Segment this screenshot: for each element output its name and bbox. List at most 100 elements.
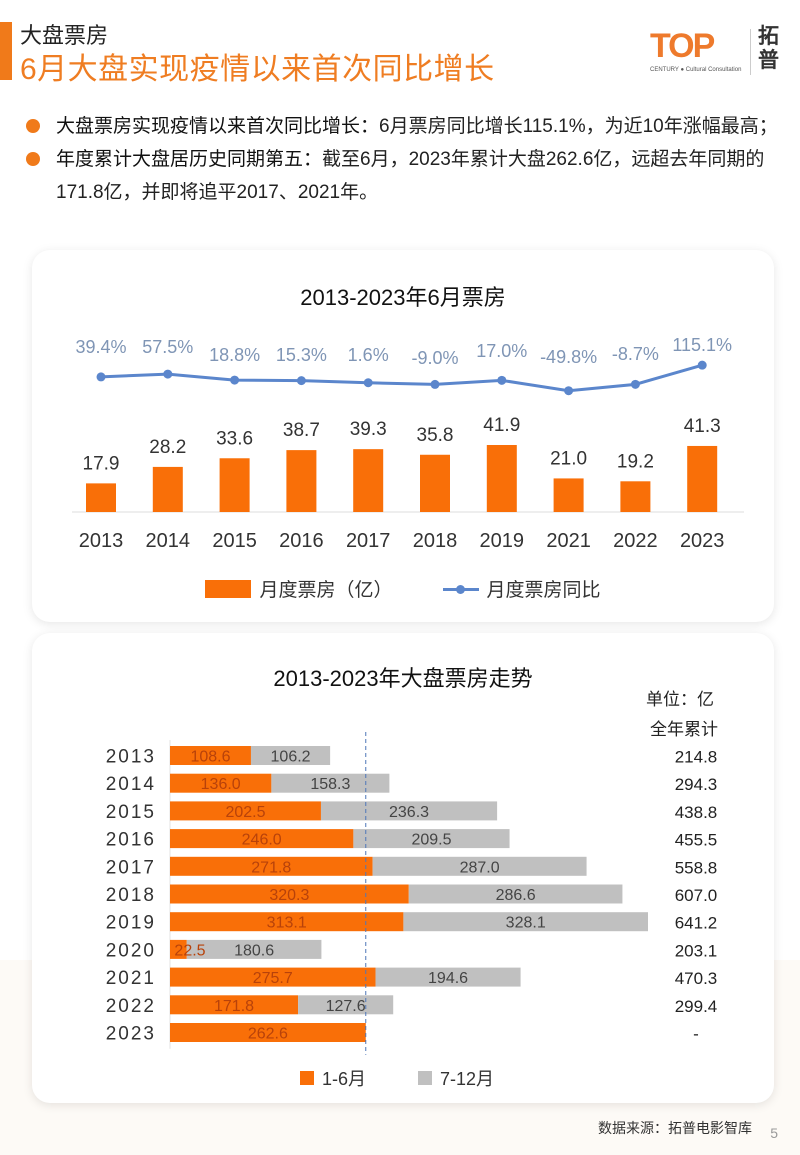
total-value: 641.2 [675, 914, 718, 933]
bar-h1-value-label: 108.6 [190, 749, 230, 766]
bar-h1-2019 [170, 912, 404, 932]
legend-item-h2: 7-12月 [418, 1065, 494, 1091]
x-tick-label: 2013 [79, 530, 124, 552]
total-column-header: 全年累计 [650, 720, 718, 739]
bullet-item: 大盘票房实现疫情以来首次同比增长：6月票房同比增长115.1%，为近10年涨幅最… [24, 110, 784, 143]
bar-h1-2018 [170, 884, 409, 904]
bar-h2-2015 [320, 801, 498, 821]
legend-item-yoy: 月度票房同比 [442, 575, 601, 602]
yoy-point-2021 [564, 386, 574, 396]
bar-h2-value-label: 287.0 [460, 859, 500, 876]
yoy-value-label: 15.3% [276, 345, 327, 365]
bar-h2-2019 [403, 912, 648, 932]
legend-label: 月度票房同比 [486, 580, 601, 601]
y-tick-label: 2017 [106, 857, 156, 878]
bar-2019 [486, 445, 517, 512]
bar-h2-2013 [250, 746, 331, 765]
bar-h1-value-label: 22.5 [174, 942, 205, 959]
bar-h1-2022 [170, 995, 299, 1015]
total-value: 607.0 [675, 886, 718, 905]
y-tick-label: 2023 [106, 1024, 156, 1045]
yoy-point-2015 [230, 375, 240, 385]
bar-h2-value-label: 127.6 [326, 998, 366, 1015]
section-label: 大盘票房 [20, 23, 109, 48]
x-tick-label: 2018 [413, 530, 458, 552]
x-tick-label: 2016 [279, 530, 324, 552]
legend-line-swatch [442, 582, 479, 596]
chart-title: 2013-2023年6月票房 [300, 285, 506, 310]
legend-swatch [418, 1071, 433, 1085]
total-value: 438.8 [675, 803, 718, 822]
bar-h2-2021 [375, 967, 521, 987]
bar-h2-value-label: 209.5 [411, 832, 451, 849]
bar-2021 [553, 478, 584, 512]
total-value: 470.3 [675, 969, 718, 988]
bar-h1-value-label: 313.1 [267, 915, 307, 932]
x-tick-label: 2014 [146, 530, 191, 552]
x-tick-label: 2015 [212, 530, 257, 552]
bullet-heading: 大盘票房实现疫情以来首次同比增长： [56, 116, 380, 137]
bar-h1-2016 [170, 829, 354, 849]
x-tick-label: 2022 [613, 530, 658, 552]
bar-value-label: 41.3 [684, 416, 721, 437]
june-box-office-card: 2013-2023年6月票房 17.9 2013 28.2 2014 33.6 2015 3… [32, 250, 774, 622]
yoy-value-label: 57.5% [142, 337, 193, 357]
yoy-point-2013 [96, 372, 106, 382]
bar-h1-value-label: 262.6 [248, 1026, 288, 1043]
bar-value-label: 33.6 [216, 428, 253, 449]
bar-2015 [219, 458, 250, 512]
yoy-point-2017 [363, 378, 373, 388]
yoy-value-label: 1.6% [348, 345, 389, 365]
legend-item-h1: 1-6月 [300, 1065, 366, 1091]
bar-h2-value-label: 286.6 [496, 887, 536, 904]
total-value: 214.8 [675, 748, 718, 767]
bar-2022 [620, 481, 651, 512]
bar-value-label: 41.9 [483, 415, 520, 436]
bar-h2-value-label: 236.3 [389, 804, 429, 821]
bar-h1-2020 [170, 939, 187, 959]
yoy-point-2014 [163, 369, 173, 379]
bar-value-label: 21.0 [550, 448, 587, 469]
bar-h2-2022 [298, 995, 394, 1015]
legend-swatch [300, 1071, 314, 1085]
bar-h1-2023 [170, 1023, 366, 1042]
bullet-text: 6月票房同比增长115.1%，为近10年涨幅最高； [379, 116, 778, 137]
bar-h1-2015 [170, 801, 321, 821]
y-tick-label: 2020 [106, 940, 156, 961]
bar-h1-2017 [170, 856, 373, 876]
y-tick-label: 2018 [106, 885, 156, 906]
bar-value-label: 17.9 [83, 453, 120, 474]
bullet-text: 截至6月，2023年累计大盘262.6亿，远超去年同期的171.8亿，并即将追平… [56, 149, 765, 203]
yoy-point-2019 [497, 375, 507, 385]
page-number: 5 [770, 1125, 778, 1141]
bar-value-label: 35.8 [417, 425, 454, 446]
logo-cn-name: 拓普 [758, 25, 779, 72]
bullet-heading: 年度累计大盘居历史同期第五： [56, 149, 323, 170]
annual-trend-card: 2013-2023年大盘票房走势 单位：亿 全年累计 2013 108.6 106.… [32, 633, 774, 1103]
yoy-value-label: 115.1% [672, 335, 732, 355]
bar-2013 [86, 483, 116, 512]
bar-2018 [420, 454, 450, 512]
total-value: 558.8 [675, 858, 718, 877]
legend-label: 7-12月 [440, 1069, 495, 1089]
bar-h2-2020 [186, 939, 322, 959]
chart-title: 2013-2023年大盘票房走势 [273, 666, 533, 691]
legend-bar-swatch [205, 579, 252, 598]
yoy-value-label: 18.8% [209, 345, 260, 365]
total-value: 299.4 [675, 997, 718, 1016]
logo-mark: TOP [650, 27, 715, 65]
legend-label: 月度票房（亿） [259, 580, 393, 601]
chart-legend: 月度票房（亿） 月度票房同比 [32, 575, 774, 602]
yoy-point-2016 [296, 376, 306, 386]
june-box-office-chart: 17.9 2013 28.2 2014 33.6 2015 38.7 2016 39.3 2017… [72, 335, 744, 552]
y-tick-label: 2022 [106, 996, 156, 1017]
yoy-value-label: 39.4% [75, 337, 126, 357]
bar-h2-2014 [271, 773, 390, 793]
bar-h2-value-label: 106.2 [271, 749, 311, 766]
bullet-dot-icon [26, 152, 40, 166]
bar-h1-value-label: 275.7 [253, 970, 293, 987]
y-tick-label: 2021 [106, 968, 156, 989]
yoy-point-2022 [630, 379, 640, 389]
bar-h1-2021 [170, 967, 376, 987]
total-value: - [693, 1025, 699, 1044]
